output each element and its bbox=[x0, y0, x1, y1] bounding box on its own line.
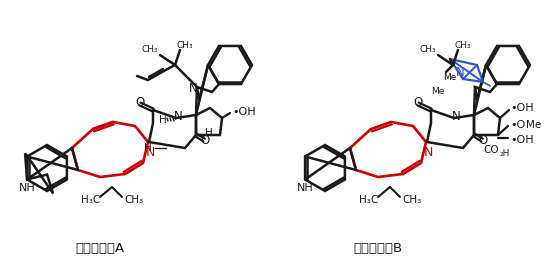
Text: N: N bbox=[189, 82, 197, 96]
Text: ₂H: ₂H bbox=[500, 149, 510, 158]
Text: オカラミンB: オカラミンB bbox=[354, 242, 403, 254]
Text: H₃C: H₃C bbox=[359, 195, 378, 205]
Text: O: O bbox=[135, 96, 145, 109]
Text: Me: Me bbox=[432, 87, 445, 96]
Text: N: N bbox=[174, 109, 183, 123]
Text: O: O bbox=[478, 133, 488, 146]
Text: H: H bbox=[144, 143, 152, 153]
Text: •OH: •OH bbox=[232, 107, 256, 117]
Text: CH₃: CH₃ bbox=[141, 45, 158, 54]
Text: NH: NH bbox=[19, 183, 35, 193]
Text: H₃C: H₃C bbox=[81, 195, 100, 205]
Text: H: H bbox=[205, 128, 213, 138]
Text: N: N bbox=[455, 66, 464, 78]
Text: •OH: •OH bbox=[510, 135, 534, 145]
Text: H: H bbox=[159, 115, 167, 125]
Text: CH₃: CH₃ bbox=[455, 41, 471, 50]
Text: CH₃: CH₃ bbox=[419, 45, 436, 54]
Text: NH: NH bbox=[296, 183, 314, 193]
Text: Me: Me bbox=[443, 72, 456, 81]
Text: N: N bbox=[452, 109, 460, 123]
Text: N: N bbox=[424, 145, 433, 159]
Text: Me: Me bbox=[526, 120, 541, 130]
Text: CH₃: CH₃ bbox=[177, 41, 193, 50]
Text: CH₃: CH₃ bbox=[124, 195, 143, 205]
Text: •O: •O bbox=[510, 120, 525, 130]
Text: N: N bbox=[145, 145, 155, 159]
Text: •OH: •OH bbox=[510, 103, 534, 113]
Text: CO: CO bbox=[483, 145, 499, 155]
Text: CH₃: CH₃ bbox=[402, 195, 421, 205]
Text: O: O bbox=[200, 133, 210, 146]
Text: オカラミンA: オカラミンA bbox=[75, 242, 124, 254]
Text: O: O bbox=[414, 96, 422, 109]
